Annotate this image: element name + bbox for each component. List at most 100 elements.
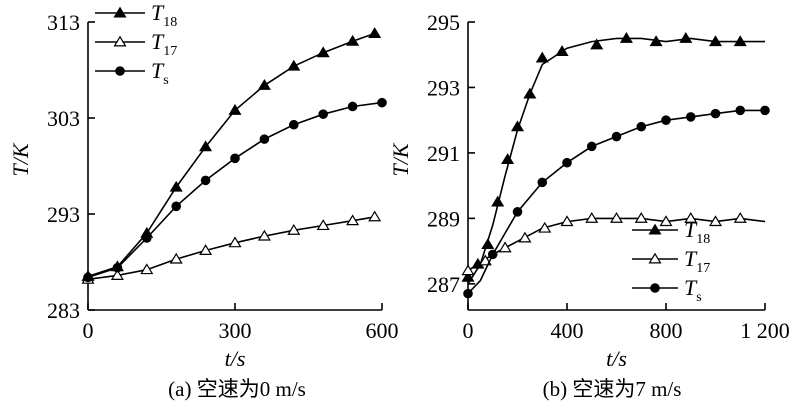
data-point-Ts — [760, 105, 770, 116]
data-point-T18 — [523, 87, 537, 99]
data-point-T18 — [535, 51, 549, 63]
legend-label-sub: s — [163, 73, 168, 88]
data-point-T17 — [368, 210, 382, 222]
data-point-T17 — [199, 244, 213, 255]
x-tick-label: 1 200 — [740, 318, 790, 343]
data-point-Ts — [685, 112, 696, 122]
data-point-T18 — [346, 34, 360, 46]
series-T17 — [461, 211, 766, 276]
x-axis-label: t/s — [225, 346, 246, 371]
legend-marker — [113, 35, 127, 47]
x-tick-label: 800 — [650, 318, 683, 343]
y-tick-label: 291 — [427, 141, 460, 166]
series-T18 — [81, 27, 382, 281]
data-point-Ts — [230, 153, 240, 164]
legend-marker — [648, 252, 662, 264]
data-point-Ts — [487, 249, 498, 260]
data-point-Ts — [83, 272, 93, 283]
legend-label-base: T — [151, 58, 165, 83]
data-point-Ts — [142, 233, 152, 243]
y-tick-label: 293 — [47, 202, 80, 227]
data-point-Ts — [347, 101, 358, 112]
legend-label: T18 — [684, 217, 710, 247]
y-tick-label: 303 — [47, 106, 80, 131]
legend-label-sub: 18 — [696, 232, 710, 247]
legend-label-base: T — [151, 29, 165, 54]
data-point-T18 — [228, 103, 242, 115]
x-tick-label: 0 — [83, 318, 94, 343]
data-point-T18 — [287, 59, 301, 71]
data-point-T18 — [733, 35, 747, 47]
data-point-Ts — [463, 288, 473, 299]
series-T18 — [461, 31, 765, 285]
data-point-T17 — [634, 211, 648, 223]
legend-marker — [650, 283, 660, 293]
data-point-Ts — [562, 157, 572, 168]
data-point-T18 — [708, 35, 723, 47]
data-point-T17 — [498, 241, 512, 253]
panel-caption: (b) 空速为7 m/s — [543, 377, 682, 401]
legend-label-base: T — [151, 0, 165, 25]
data-point-T18 — [619, 31, 633, 43]
panel-caption: (a) 空速为0 m/s — [168, 377, 306, 401]
data-point-Ts — [710, 108, 721, 119]
data-point-T18 — [501, 153, 515, 164]
series-line-T17 — [87, 216, 375, 281]
legend-label-base: T — [684, 246, 698, 271]
series-T17 — [81, 210, 382, 284]
legend-label-sub: s — [696, 290, 701, 305]
data-point-T18 — [481, 238, 495, 250]
legend-label-sub: 18 — [163, 15, 177, 30]
y-tick-label: 293 — [427, 75, 460, 100]
data-point-T17 — [257, 229, 271, 241]
legend-label: T17 — [151, 29, 177, 59]
data-point-Ts — [112, 262, 123, 273]
data-point-T17 — [316, 219, 330, 231]
data-point-T18 — [461, 270, 475, 282]
data-point-Ts — [200, 175, 211, 186]
data-point-T17 — [110, 269, 124, 280]
data-point-T17 — [140, 263, 154, 275]
x-tick-label: 400 — [551, 318, 584, 343]
data-point-Ts — [512, 207, 523, 217]
series-line-T18 — [87, 32, 375, 278]
x-tick-label: 0 — [463, 318, 474, 343]
x-tick-label: 600 — [366, 318, 399, 343]
data-point-T18 — [649, 35, 663, 47]
data-point-Ts — [537, 177, 548, 188]
y-tick-label: 313 — [47, 10, 80, 35]
legend-label-sub: 17 — [163, 44, 177, 59]
y-tick-label: 295 — [427, 10, 460, 35]
data-point-T18 — [491, 195, 505, 207]
legend-marker — [113, 6, 127, 18]
data-point-T18 — [368, 27, 382, 39]
data-point-T17 — [287, 223, 301, 235]
data-point-T17 — [228, 236, 242, 248]
data-point-T17 — [560, 215, 574, 227]
data-point-T17 — [733, 211, 747, 223]
data-point-Ts — [377, 97, 387, 108]
data-point-Ts — [318, 109, 329, 119]
data-point-T17 — [585, 211, 599, 223]
data-point-Ts — [171, 201, 181, 212]
data-point-T18 — [257, 78, 271, 90]
data-point-T18 — [555, 45, 569, 56]
series-line-T17 — [467, 217, 766, 272]
legend-label-base: T — [684, 217, 698, 242]
legend-label: Ts — [684, 275, 702, 305]
data-point-Ts — [586, 141, 597, 152]
legend-label-sub: 17 — [696, 261, 710, 276]
x-tick-label: 300 — [219, 318, 252, 343]
legend-label-base: T — [684, 275, 698, 300]
y-tick-label: 283 — [47, 298, 80, 323]
data-point-Ts — [636, 121, 647, 132]
data-point-Ts — [289, 119, 299, 130]
y-axis-label: T/K — [388, 142, 413, 176]
legend-marker — [115, 66, 125, 76]
y-tick-label: 287 — [427, 272, 460, 297]
data-point-T18 — [316, 46, 330, 58]
